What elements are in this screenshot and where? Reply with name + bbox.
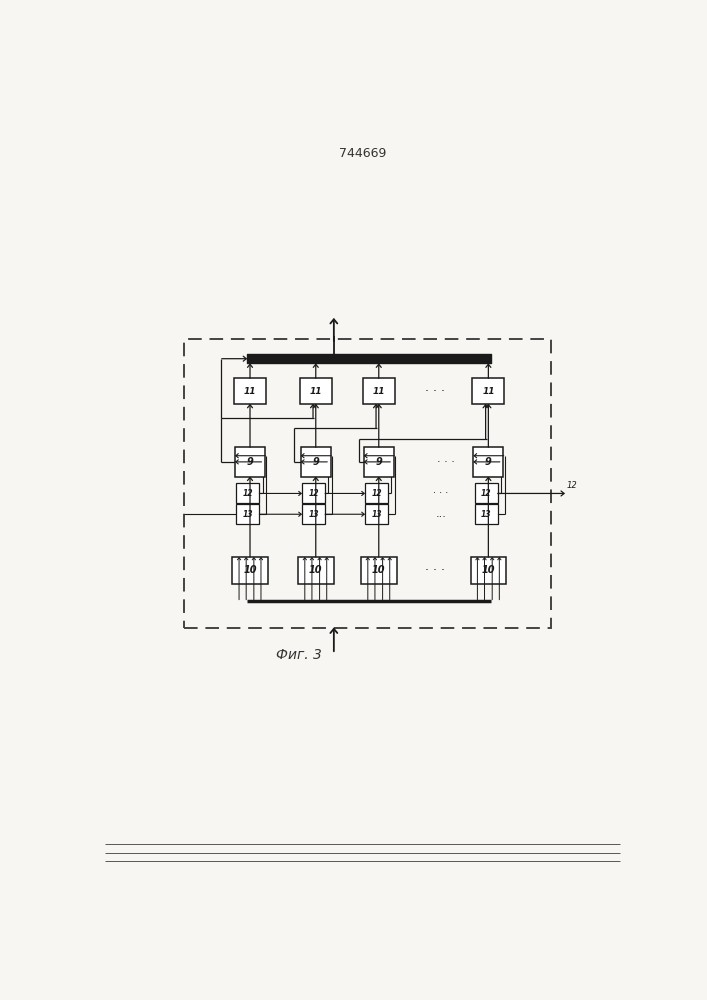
Text: 12: 12 — [566, 481, 577, 490]
Bar — [363, 378, 395, 404]
Text: 9: 9 — [247, 457, 253, 467]
Bar — [298, 557, 334, 584]
Text: 13: 13 — [371, 510, 382, 519]
Text: · · ·: · · · — [433, 488, 448, 498]
Text: · · ·: · · · — [437, 457, 455, 467]
Text: 744669: 744669 — [339, 147, 386, 160]
Bar — [471, 557, 506, 584]
Text: 12: 12 — [308, 489, 319, 498]
Text: 13: 13 — [481, 510, 491, 519]
Text: 10: 10 — [309, 565, 322, 575]
Text: 11: 11 — [482, 387, 495, 396]
Bar — [300, 447, 331, 477]
Text: 9: 9 — [485, 457, 492, 467]
Bar — [365, 504, 388, 524]
Text: 11: 11 — [310, 387, 322, 396]
Text: 10: 10 — [481, 565, 495, 575]
Bar — [473, 447, 503, 477]
Text: 10: 10 — [372, 565, 385, 575]
Text: 11: 11 — [373, 387, 385, 396]
Text: 12: 12 — [481, 489, 491, 498]
Bar — [361, 557, 397, 584]
Bar — [302, 504, 325, 524]
Text: 12: 12 — [371, 489, 382, 498]
Bar — [474, 483, 498, 503]
Bar — [472, 378, 504, 404]
Bar — [185, 339, 551, 628]
Text: 13: 13 — [308, 510, 319, 519]
Text: · · ·: · · · — [425, 564, 445, 577]
Bar — [365, 483, 388, 503]
Bar — [302, 483, 325, 503]
Text: Фиг. 3: Фиг. 3 — [276, 648, 322, 662]
Text: 11: 11 — [244, 387, 256, 396]
Text: 13: 13 — [243, 510, 253, 519]
Bar — [236, 483, 259, 503]
Text: 12: 12 — [243, 489, 253, 498]
Bar — [474, 504, 498, 524]
Bar — [363, 447, 394, 477]
Text: · · ·: · · · — [425, 385, 445, 398]
Bar — [235, 447, 265, 477]
Bar — [236, 504, 259, 524]
Bar — [300, 378, 332, 404]
Text: 9: 9 — [375, 457, 382, 467]
Text: ...: ... — [436, 509, 446, 519]
Text: 9: 9 — [312, 457, 319, 467]
Text: 10: 10 — [243, 565, 257, 575]
Bar — [232, 557, 268, 584]
Bar — [234, 378, 266, 404]
